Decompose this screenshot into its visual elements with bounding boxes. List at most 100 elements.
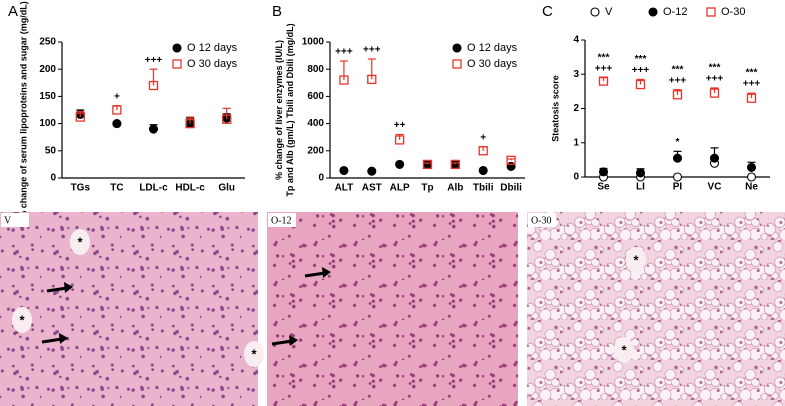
marker: [746, 172, 757, 182]
annotation: +++: [363, 45, 381, 56]
x-tick-label: LDL-c: [139, 183, 168, 194]
x-tick-label: ALP: [390, 183, 410, 194]
annotation: ***: [672, 64, 684, 75]
vessel: [626, 247, 646, 273]
marker: [709, 88, 720, 98]
star: *: [251, 346, 257, 361]
marker: [672, 172, 683, 182]
marker: [222, 114, 232, 124]
marker: [367, 166, 377, 176]
marker: [367, 74, 377, 85]
marker: [478, 165, 488, 176]
x-tick-label: HDL-c: [175, 183, 205, 194]
x-tick-label: Alb: [447, 183, 463, 194]
panel-label: C: [542, 3, 553, 20]
y-axis-label: Steatosis score: [550, 75, 560, 142]
y-tick-label: 0: [318, 173, 324, 184]
marker: [452, 43, 462, 53]
legend-label: O-30: [721, 6, 745, 18]
marker: [422, 159, 433, 170]
marker: [598, 167, 609, 177]
vessel: [614, 337, 634, 363]
marker: [746, 162, 757, 172]
marker: [339, 75, 349, 85]
annotation: ***: [598, 52, 610, 63]
y-tick-label: 0: [573, 172, 579, 183]
marker: [112, 119, 122, 129]
arrow: [46, 286, 68, 293]
marker: [672, 90, 683, 100]
y-axis-label: % change of serum lipoproteins and sugar…: [18, 1, 28, 219]
star: *: [633, 252, 639, 267]
arrow-head: [59, 333, 68, 344]
y-tick-label: 50: [45, 145, 57, 156]
x-tick-label: VC: [708, 182, 722, 193]
marker: [395, 159, 405, 169]
marker: [112, 105, 122, 115]
arrow: [304, 271, 326, 278]
legend-label: O-12: [663, 6, 687, 18]
x-tick-label: TC: [110, 183, 123, 194]
legend-label: O 12 days: [467, 42, 518, 54]
marker: [598, 76, 609, 86]
x-tick-label: PI: [673, 182, 683, 193]
marker: [506, 155, 516, 165]
arrow-head: [64, 282, 73, 293]
y-tick-label: 4: [573, 35, 579, 46]
y-tick-label: 200: [307, 145, 324, 156]
legend-label: O 30 days: [467, 58, 518, 70]
marker: [672, 153, 683, 163]
image-label: O-12: [271, 215, 292, 226]
panel-label: B: [272, 3, 282, 20]
marker: [635, 168, 646, 178]
marker: [648, 7, 658, 17]
y-tick-label: 100: [39, 118, 56, 129]
image-label-box: [528, 213, 556, 227]
x-tick-label: Ne: [745, 182, 758, 193]
annotation: +++: [632, 65, 650, 76]
marker: [635, 79, 646, 90]
marker: [394, 135, 405, 145]
x-tick-label: Glu: [218, 183, 235, 194]
annotation: +++: [706, 74, 724, 85]
annotation: ++: [394, 120, 406, 131]
marker: [172, 43, 182, 53]
marker: [185, 118, 195, 129]
annotation: +++: [669, 75, 687, 86]
x-tick-label: ALT: [335, 183, 354, 194]
histology-image: [527, 212, 785, 406]
marker: [148, 80, 159, 91]
x-tick-label: Se: [597, 182, 610, 193]
legend-label: O 30 days: [187, 58, 238, 70]
arrow-head: [322, 267, 331, 278]
marker: [75, 112, 85, 122]
x-tick-label: Tbili: [473, 183, 494, 194]
annotation: ***: [709, 63, 721, 74]
y-tick-label: 400: [307, 118, 324, 129]
y-tick-label: 250: [39, 37, 56, 48]
y-tick-label: 150: [39, 91, 56, 102]
marker: [746, 93, 757, 103]
annotation: +++: [335, 47, 353, 58]
annotation: ***: [746, 68, 758, 79]
image-label: V: [4, 215, 12, 226]
marker: [452, 59, 462, 69]
x-tick-label: AST: [362, 183, 382, 194]
annotation: *: [676, 137, 680, 148]
x-tick-label: Tp: [421, 183, 433, 194]
y-tick-label: 2: [573, 103, 579, 114]
annotation: ***: [635, 54, 647, 65]
x-tick-label: LI: [636, 182, 645, 193]
marker: [172, 59, 182, 69]
marker: [709, 153, 720, 163]
vessel: [12, 307, 32, 333]
y-tick-label: 600: [307, 91, 324, 102]
legend-label: O 12 days: [187, 42, 238, 54]
x-tick-label: Dbili: [500, 183, 522, 194]
histology-image: [267, 212, 518, 406]
x-tick-label: TGs: [71, 183, 91, 194]
vessel: [70, 229, 90, 255]
marker: [478, 146, 488, 156]
arrow: [41, 337, 63, 344]
annotation: +: [114, 91, 120, 102]
